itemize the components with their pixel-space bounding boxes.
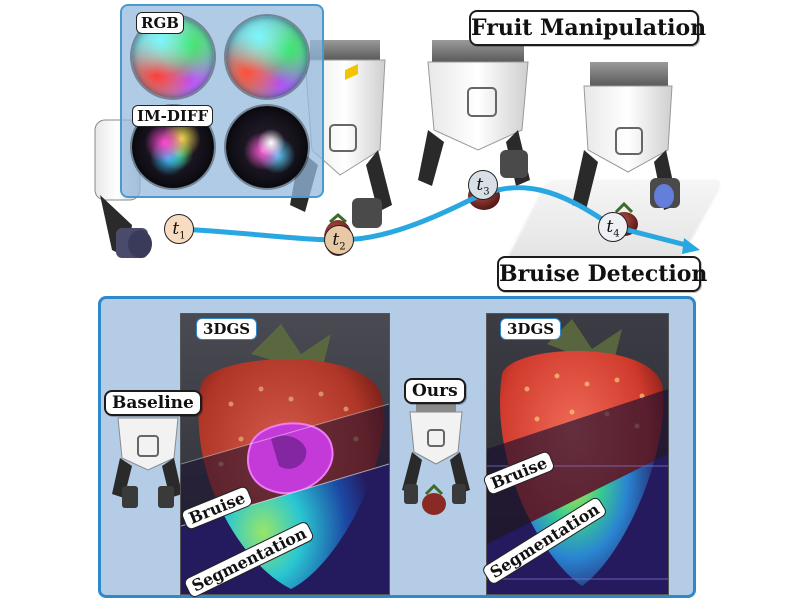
robot-arm-2 bbox=[290, 40, 392, 256]
baseline-3dgs-view bbox=[180, 313, 390, 595]
trajectory-curve bbox=[177, 185, 700, 254]
baseline-gripper bbox=[112, 417, 182, 508]
baseline-3dgs-label: 3DGS bbox=[196, 318, 258, 340]
trajectory-line bbox=[177, 185, 693, 249]
rgb-tactile-image-2 bbox=[226, 16, 308, 98]
bruise-detection-title: Bruise Detection bbox=[497, 256, 707, 292]
timestep-node-1: t1 bbox=[164, 214, 194, 244]
baseline-label: Baseline bbox=[104, 390, 202, 416]
fruit-manipulation-scene: RGB IM-DIFF t1 t2 t3 t4 Fruit Manipulati… bbox=[94, 4, 722, 292]
timestep-node-2: t2 bbox=[324, 225, 354, 255]
rgb-label: RGB bbox=[136, 12, 184, 34]
ours-3dgs-label: 3DGS bbox=[500, 318, 562, 340]
ours-gripper bbox=[402, 400, 470, 515]
timestep-node-4: t4 bbox=[598, 212, 628, 242]
imdiff-tactile-image-2 bbox=[226, 106, 308, 188]
timestep-node-3: t3 bbox=[468, 170, 498, 200]
imdiff-label: IM-DIFF bbox=[132, 105, 214, 127]
trajectory-arrowhead bbox=[682, 238, 700, 254]
fruit-manipulation-title: Fruit Manipulation bbox=[469, 10, 706, 46]
robot-arm-sequence bbox=[94, 40, 680, 258]
ours-label: Ours bbox=[404, 378, 466, 404]
